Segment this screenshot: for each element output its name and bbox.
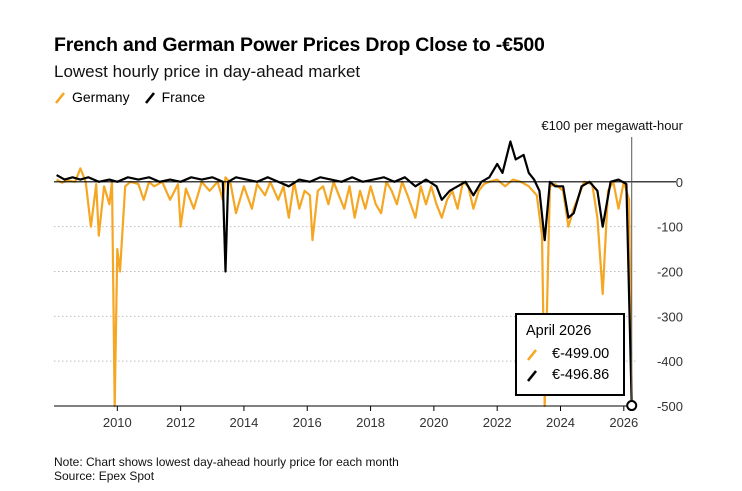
chart-subtitle: Lowest hourly price in day-ahead market xyxy=(54,62,361,81)
line-slash-icon xyxy=(144,92,155,104)
footer-note: Note: Chart shows lowest day-ahead hourl… xyxy=(54,455,399,469)
series-line-france xyxy=(56,140,633,405)
line-slash-icon xyxy=(54,92,66,104)
series-line-germany xyxy=(56,167,633,408)
x-tick-label: 2022 xyxy=(483,415,512,430)
legend-label-germany: Germany xyxy=(72,89,130,105)
tooltip-title: April 2026 xyxy=(526,323,592,339)
line-slash-icon xyxy=(526,349,538,361)
x-tick-label: 2012 xyxy=(166,415,195,430)
x-tick-label: 2020 xyxy=(419,415,448,430)
hover-point-marker xyxy=(626,400,638,412)
footer-source: Source: Epex Spot xyxy=(54,469,155,483)
tooltip-value-france: €-496.86 xyxy=(552,367,610,383)
footer: Note: Chart shows lowest day-ahead hourl… xyxy=(54,455,399,483)
legend: Germany France xyxy=(54,89,219,105)
tooltip-row-france: €-496.86 xyxy=(526,367,609,383)
line-slash-icon xyxy=(526,370,538,382)
tooltip-value-germany: €-499.00 xyxy=(552,346,610,362)
axes: 0 -100 -200 -300 -400 -500 €100 per megawatt-h… xyxy=(54,118,684,430)
legend-label-france: France xyxy=(161,89,206,105)
x-tick-label: 2026 xyxy=(609,415,638,430)
chart-title: French and German Power Prices Drop Clos… xyxy=(54,34,545,56)
legend-item-france[interactable]: France xyxy=(144,89,206,105)
series-lines xyxy=(56,140,633,408)
y-tick-label: -200 xyxy=(657,265,683,280)
y-tick-label: 0 xyxy=(676,175,683,190)
legend-item-germany[interactable]: Germany xyxy=(54,89,130,105)
x-tick-label: 2014 xyxy=(229,415,258,430)
x-tick-label: 2024 xyxy=(546,415,575,430)
x-tick-label: 2018 xyxy=(356,415,385,430)
y-tick-label: -400 xyxy=(657,354,683,369)
tooltip-row-germany: €-499.00 xyxy=(526,346,609,362)
y-tick-label: -300 xyxy=(657,309,683,324)
y-tick-label: -100 xyxy=(657,220,683,235)
tooltip: April 2026 €-499.00 €-496.86 xyxy=(515,313,625,396)
x-tick-label: 2016 xyxy=(293,415,322,430)
y-tick-label: -500 xyxy=(657,399,683,414)
x-tick-label: 2010 xyxy=(103,415,132,430)
unit-label: €100 per megawatt-hour xyxy=(541,118,683,133)
